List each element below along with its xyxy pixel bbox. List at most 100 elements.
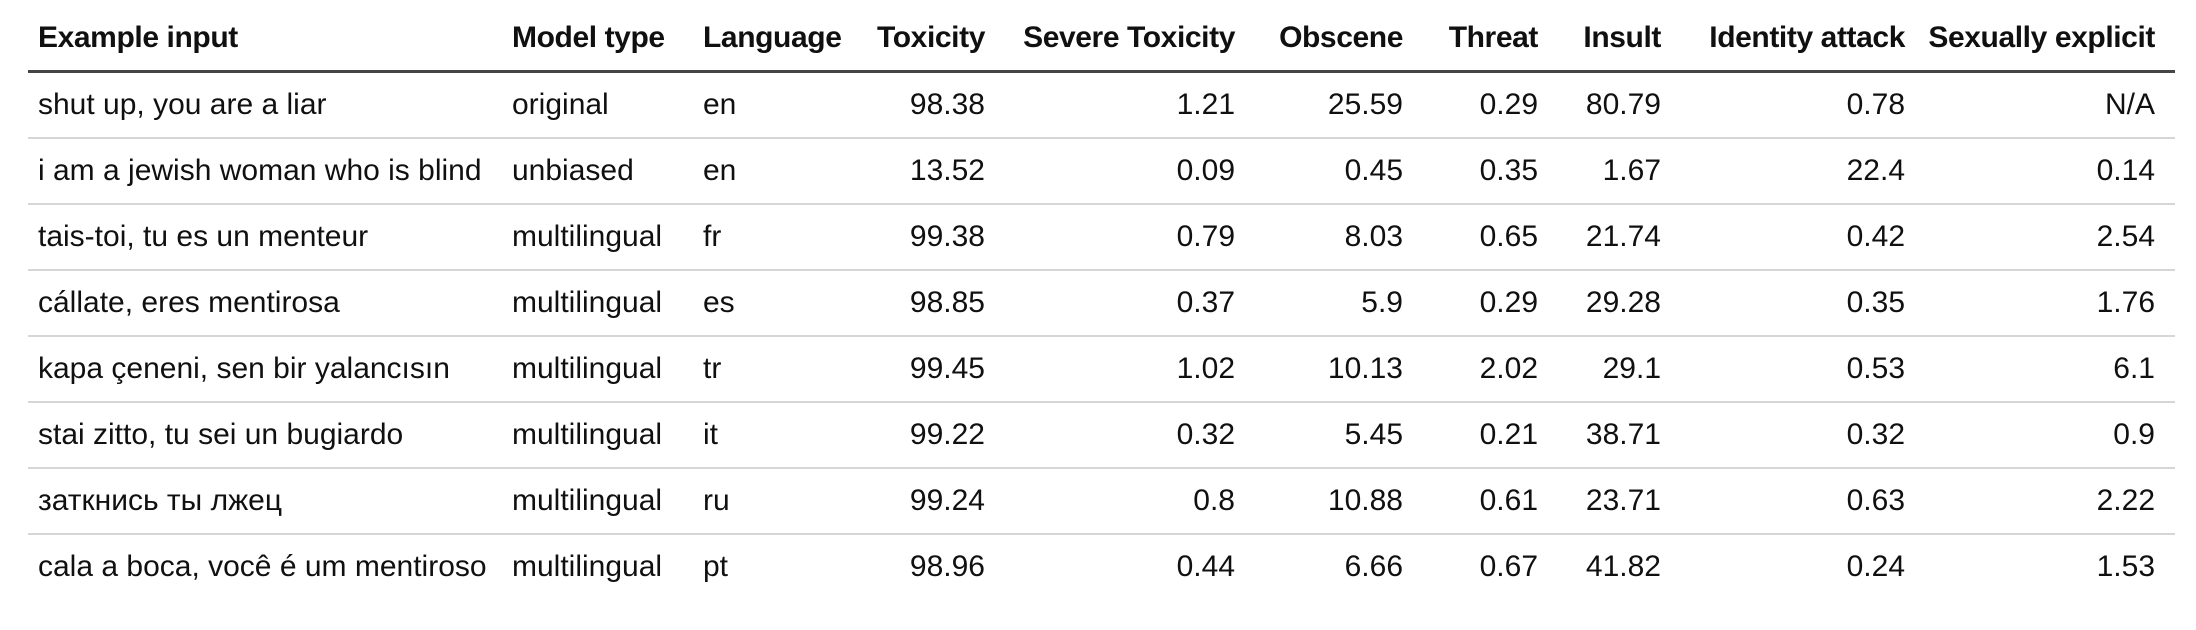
column-header-severe-toxicity: Severe Toxicity [995, 0, 1245, 73]
table-row: i am a jewish woman who is blind unbiased… [28, 138, 2175, 205]
cell-language: it [693, 402, 843, 469]
cell-insult: 1.67 [1548, 138, 1671, 205]
cell-threat: 0.61 [1413, 468, 1548, 535]
cell-severe-toxicity: 1.21 [995, 71, 1245, 139]
cell-severe-toxicity: 0.8 [995, 468, 1245, 535]
table-body: shut up, you are a liar original en 98.38 1.… [28, 71, 2175, 600]
cell-obscene: 0.45 [1245, 138, 1413, 205]
cell-sexually-explicit: 1.53 [2096, 550, 2155, 583]
column-header-example-input: Example input [28, 0, 502, 73]
cell-obscene: 25.59 [1245, 71, 1413, 139]
table-row: tais-toi, tu es un menteur multilingual fr… [28, 204, 2175, 271]
table-row: stai zitto, tu sei un bugiardo multilingu… [28, 402, 2175, 469]
table-row: cala a boca, você é um mentiroso multilin… [28, 534, 2175, 599]
cell-threat: 0.29 [1413, 71, 1548, 139]
cell-toxicity: 98.85 [843, 270, 995, 337]
cell-example-input: заткнись ты лжец [28, 468, 502, 535]
cell-obscene: 5.45 [1245, 402, 1413, 469]
cell-identity-attack: 0.63 [1671, 468, 1915, 535]
cell-identity-attack: 22.4 [1671, 138, 1915, 205]
cell-insult: 38.71 [1548, 402, 1671, 469]
cell-toxicity: 99.38 [843, 204, 995, 271]
cell-language: en [693, 138, 843, 205]
column-header-threat: Threat [1413, 0, 1548, 73]
cell-example-input: cállate, eres mentirosa [28, 270, 502, 337]
cell-example-input: i am a jewish woman who is blind [28, 138, 502, 205]
table-row: заткнись ты лжец multilingual ru 99.24 0.8 10… [28, 468, 2175, 535]
cell-identity-attack: 0.53 [1671, 336, 1915, 403]
cell-language: fr [693, 204, 843, 271]
cell-insult: 29.1 [1548, 336, 1671, 403]
cell-severe-toxicity: 1.02 [995, 336, 1245, 403]
cell-sexually-explicit: 2.22 [1915, 468, 2175, 535]
cell-severe-toxicity: 0.32 [995, 402, 1245, 469]
cell-toxicity: 13.52 [843, 138, 995, 205]
cell-identity-attack: 0.78 [1671, 71, 1915, 139]
cell-example-input: tais-toi, tu es un menteur [28, 204, 502, 271]
cell-language: es [693, 270, 843, 337]
cell-identity-attack: 0.42 [1671, 204, 1915, 271]
table-row: cállate, eres mentirosa multilingual es 98.… [28, 270, 2175, 337]
table-row: kapa çeneni, sen bir yalancısın multiling… [28, 336, 2175, 403]
cell-example-input: kapa çeneni, sen bir yalancısın [28, 336, 502, 403]
cell-toxicity: 99.22 [843, 402, 995, 469]
cell-insult: 21.74 [1548, 204, 1671, 271]
cell-insult: 80.79 [1548, 71, 1671, 139]
cell-obscene: 8.03 [1245, 204, 1413, 271]
cell-toxicity: 98.38 [843, 71, 995, 139]
cell-insult: 29.28 [1548, 270, 1671, 337]
cell-example-input: cala a boca, você é um mentiroso [38, 550, 487, 583]
column-header-model-type: Model type [502, 0, 693, 73]
cell-severe-toxicity: 0.44 [1176, 550, 1235, 583]
cell-language: tr [693, 336, 843, 403]
cell-model-type: multilingual [502, 402, 693, 469]
cell-severe-toxicity: 0.09 [995, 138, 1245, 205]
column-header-language: Language [693, 0, 843, 73]
cell-threat: 0.67 [1479, 550, 1538, 583]
cell-sexually-explicit: 2.54 [1915, 204, 2175, 271]
column-header-toxicity: Toxicity [843, 0, 995, 73]
cell-sexually-explicit: 1.76 [1915, 270, 2175, 337]
cell-threat: 2.02 [1413, 336, 1548, 403]
cell-model-type: multilingual [502, 336, 693, 403]
cell-model-type: multilingual [502, 270, 693, 337]
cell-obscene: 10.88 [1245, 468, 1413, 535]
column-header-obscene: Obscene [1245, 0, 1413, 73]
cell-sexually-explicit: 0.9 [1915, 402, 2175, 469]
cell-model-type: original [502, 71, 693, 139]
cell-language: ru [693, 468, 843, 535]
cell-model-type: multilingual [502, 204, 693, 271]
cell-model-type: unbiased [502, 138, 693, 205]
cell-obscene: 10.13 [1245, 336, 1413, 403]
header-row: Example input Model type Language Toxicity S… [28, 0, 2175, 73]
cell-example-input: shut up, you are a liar [28, 71, 502, 139]
cell-language: en [693, 71, 843, 139]
cell-toxicity: 99.24 [843, 468, 995, 535]
cell-threat: 0.35 [1413, 138, 1548, 205]
cell-toxicity: 98.96 [909, 550, 985, 583]
cell-example-input: stai zitto, tu sei un bugiardo [28, 402, 502, 469]
cell-identity-attack: 0.24 [1846, 550, 1905, 583]
cell-language: pt [703, 550, 729, 583]
cell-threat: 0.29 [1413, 270, 1548, 337]
cell-identity-attack: 0.32 [1671, 402, 1915, 469]
cell-insult: 41.82 [1585, 550, 1661, 583]
toxicity-scores-table: Example input Model type Language Toxicity S… [28, 0, 2175, 599]
table-container: Example input Model type Language Toxicity S… [28, 0, 2175, 599]
cell-insult: 23.71 [1548, 468, 1671, 535]
cell-obscene: 6.66 [1344, 550, 1403, 583]
cell-severe-toxicity: 0.37 [995, 270, 1245, 337]
cell-threat: 0.65 [1413, 204, 1548, 271]
cell-severe-toxicity: 0.79 [995, 204, 1245, 271]
table-row: shut up, you are a liar original en 98.38 1.… [28, 71, 2175, 139]
cell-threat: 0.21 [1413, 402, 1548, 469]
cell-identity-attack: 0.35 [1671, 270, 1915, 337]
cell-model-type: multilingual [502, 468, 693, 535]
column-header-insult: Insult [1548, 0, 1671, 73]
cell-sexually-explicit: 0.14 [1915, 138, 2175, 205]
cell-sexually-explicit: N/A [1915, 71, 2175, 139]
cell-model-type: multilingual [512, 550, 663, 583]
cell-obscene: 5.9 [1245, 270, 1413, 337]
column-header-sexually-explicit: Sexually explicit [1915, 0, 2175, 73]
cell-sexually-explicit: 6.1 [1915, 336, 2175, 403]
